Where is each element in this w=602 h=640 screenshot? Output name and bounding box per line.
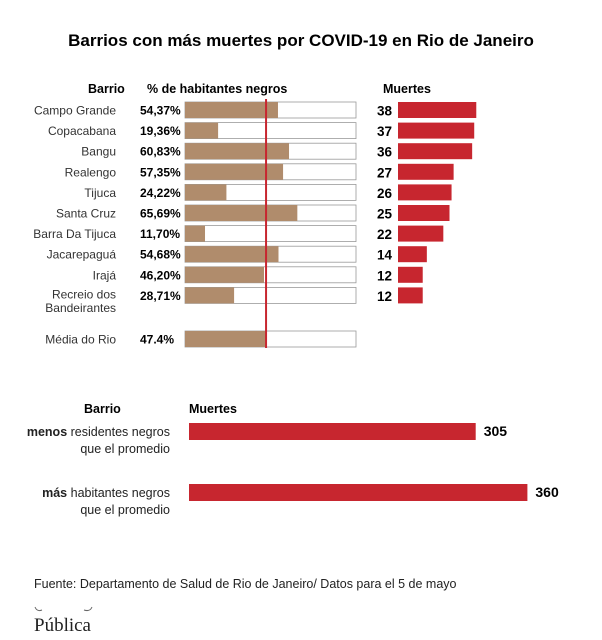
summary-header-deaths: Muertes <box>189 402 237 416</box>
group-label-emphasis: menos <box>27 425 67 439</box>
deaths-bar <box>398 246 427 263</box>
percent-label: 28,71% <box>140 289 181 303</box>
group-label-rest: habitantes negros <box>67 486 170 500</box>
table-row: Irajá 46,20% 12 <box>93 266 423 283</box>
deaths-bar <box>398 102 477 118</box>
logo-swash <box>34 606 43 612</box>
header-neighborhood: Barrio <box>88 82 125 96</box>
average-percent-label: 47.4% <box>140 333 174 347</box>
source-note: Fuente: Departamento de Salud de Rio de … <box>34 577 457 591</box>
group-deaths-value: 360 <box>535 484 559 500</box>
deaths-value: 22 <box>377 227 392 242</box>
group-label-line2: que el promedio <box>80 503 170 517</box>
group-deaths-bar <box>189 484 528 501</box>
percent-label: 60,83% <box>140 145 181 159</box>
header-percent: % de habitantes negros <box>147 82 287 96</box>
percent-label: 19,36% <box>140 124 181 138</box>
publica-logo: Pública <box>34 606 93 636</box>
neighborhood-label: Tijuca <box>84 186 116 200</box>
neighborhood-label: Bangu <box>81 145 116 159</box>
table-row: Jacarepaguá 54,68% 14 <box>47 245 427 263</box>
deaths-bar <box>398 184 452 201</box>
deaths-value: 25 <box>377 207 393 222</box>
deaths-bar <box>398 163 454 180</box>
logo-text: Pública <box>34 615 92 636</box>
group-label-line1: más habitantes negros <box>42 486 170 500</box>
percent-label: 65,69% <box>140 207 181 221</box>
deaths-bar <box>398 143 473 160</box>
summary-header-group: Barrio <box>84 402 121 416</box>
neighborhood-label: Bandeirantes <box>45 301 116 315</box>
neighborhood-label: Recreio dos <box>52 287 116 301</box>
percent-bar <box>185 163 284 180</box>
table-row: Realengo 57,35% 27 <box>65 163 454 180</box>
percent-bar <box>185 266 265 283</box>
deaths-value: 27 <box>377 165 392 180</box>
percent-label: 54,68% <box>140 248 181 262</box>
deaths-bar <box>398 287 423 304</box>
deaths-value: 12 <box>377 268 392 283</box>
deaths-value: 37 <box>377 124 392 139</box>
percent-bar <box>185 102 278 118</box>
group-deaths-value: 305 <box>484 423 508 439</box>
table-row: Bangu 60,83% 36 <box>81 142 473 160</box>
deaths-value: 14 <box>377 248 393 263</box>
table-row: Santa Cruz 65,69% 25 <box>56 204 450 222</box>
deaths-bar <box>398 122 475 139</box>
deaths-bar <box>398 266 423 283</box>
percent-bar <box>185 225 206 242</box>
average-bar <box>185 331 267 347</box>
percent-bar <box>185 246 279 263</box>
neighborhood-rows: Campo Grande 54,37% 38 Copacabana 19,36% 37 Ba… <box>33 101 477 315</box>
group-label-line1: menos residentes negros <box>27 425 170 439</box>
deaths-bar <box>398 205 450 221</box>
summary-groups: menos residentes negros que el promedio 30… <box>27 423 559 517</box>
deaths-value: 36 <box>377 145 393 160</box>
percent-bar <box>185 205 298 221</box>
table-row: Barra Da Tijuca 11,70% 22 <box>33 225 444 243</box>
percent-label: 57,35% <box>140 165 181 179</box>
neighborhood-label: Copacabana <box>48 124 116 138</box>
group-deaths-bar <box>189 423 476 440</box>
deaths-value: 38 <box>377 104 393 119</box>
table-row: Campo Grande 54,37% 38 <box>34 101 477 119</box>
neighborhood-label: Barra Da Tijuca <box>33 227 116 241</box>
neighborhood-label: Irajá <box>93 268 117 282</box>
percent-bar <box>185 287 235 304</box>
percent-bar <box>185 184 227 201</box>
average-row: Média do Rio 47.4% <box>45 330 357 348</box>
percent-bar <box>185 143 290 160</box>
table-row: Copacabana 19,36% 37 <box>48 122 475 139</box>
neighborhood-label: Jacarepaguá <box>47 248 117 262</box>
percent-label: 11,70% <box>140 227 180 241</box>
deaths-value: 26 <box>377 186 393 201</box>
percent-label: 24,22% <box>140 186 181 200</box>
percent-label: 54,37% <box>140 104 181 118</box>
logo-swash <box>83 606 93 612</box>
header-deaths: Muertes <box>383 82 431 96</box>
neighborhood-label: Santa Cruz <box>56 207 116 221</box>
percent-bar-track <box>184 225 357 243</box>
group-label-rest: residentes negros <box>67 425 170 439</box>
table-row: Tijuca 24,22% 26 <box>84 183 452 201</box>
percent-bar <box>185 122 219 139</box>
deaths-bar <box>398 225 444 242</box>
neighborhood-label: Realengo <box>65 165 117 179</box>
group-label-line2: que el promedio <box>80 442 170 456</box>
deaths-value: 12 <box>377 289 392 304</box>
chart-title: Barrios con más muertes por COVID-19 en … <box>68 31 534 50</box>
list-item: más habitantes negros que el promedio 360 <box>42 484 559 517</box>
list-item: menos residentes negros que el promedio 30… <box>27 423 507 456</box>
neighborhood-label: Campo Grande <box>34 104 116 118</box>
average-label: Média do Rio <box>45 333 116 347</box>
percent-label: 46,20% <box>140 268 181 282</box>
group-label-emphasis: más <box>42 486 67 500</box>
